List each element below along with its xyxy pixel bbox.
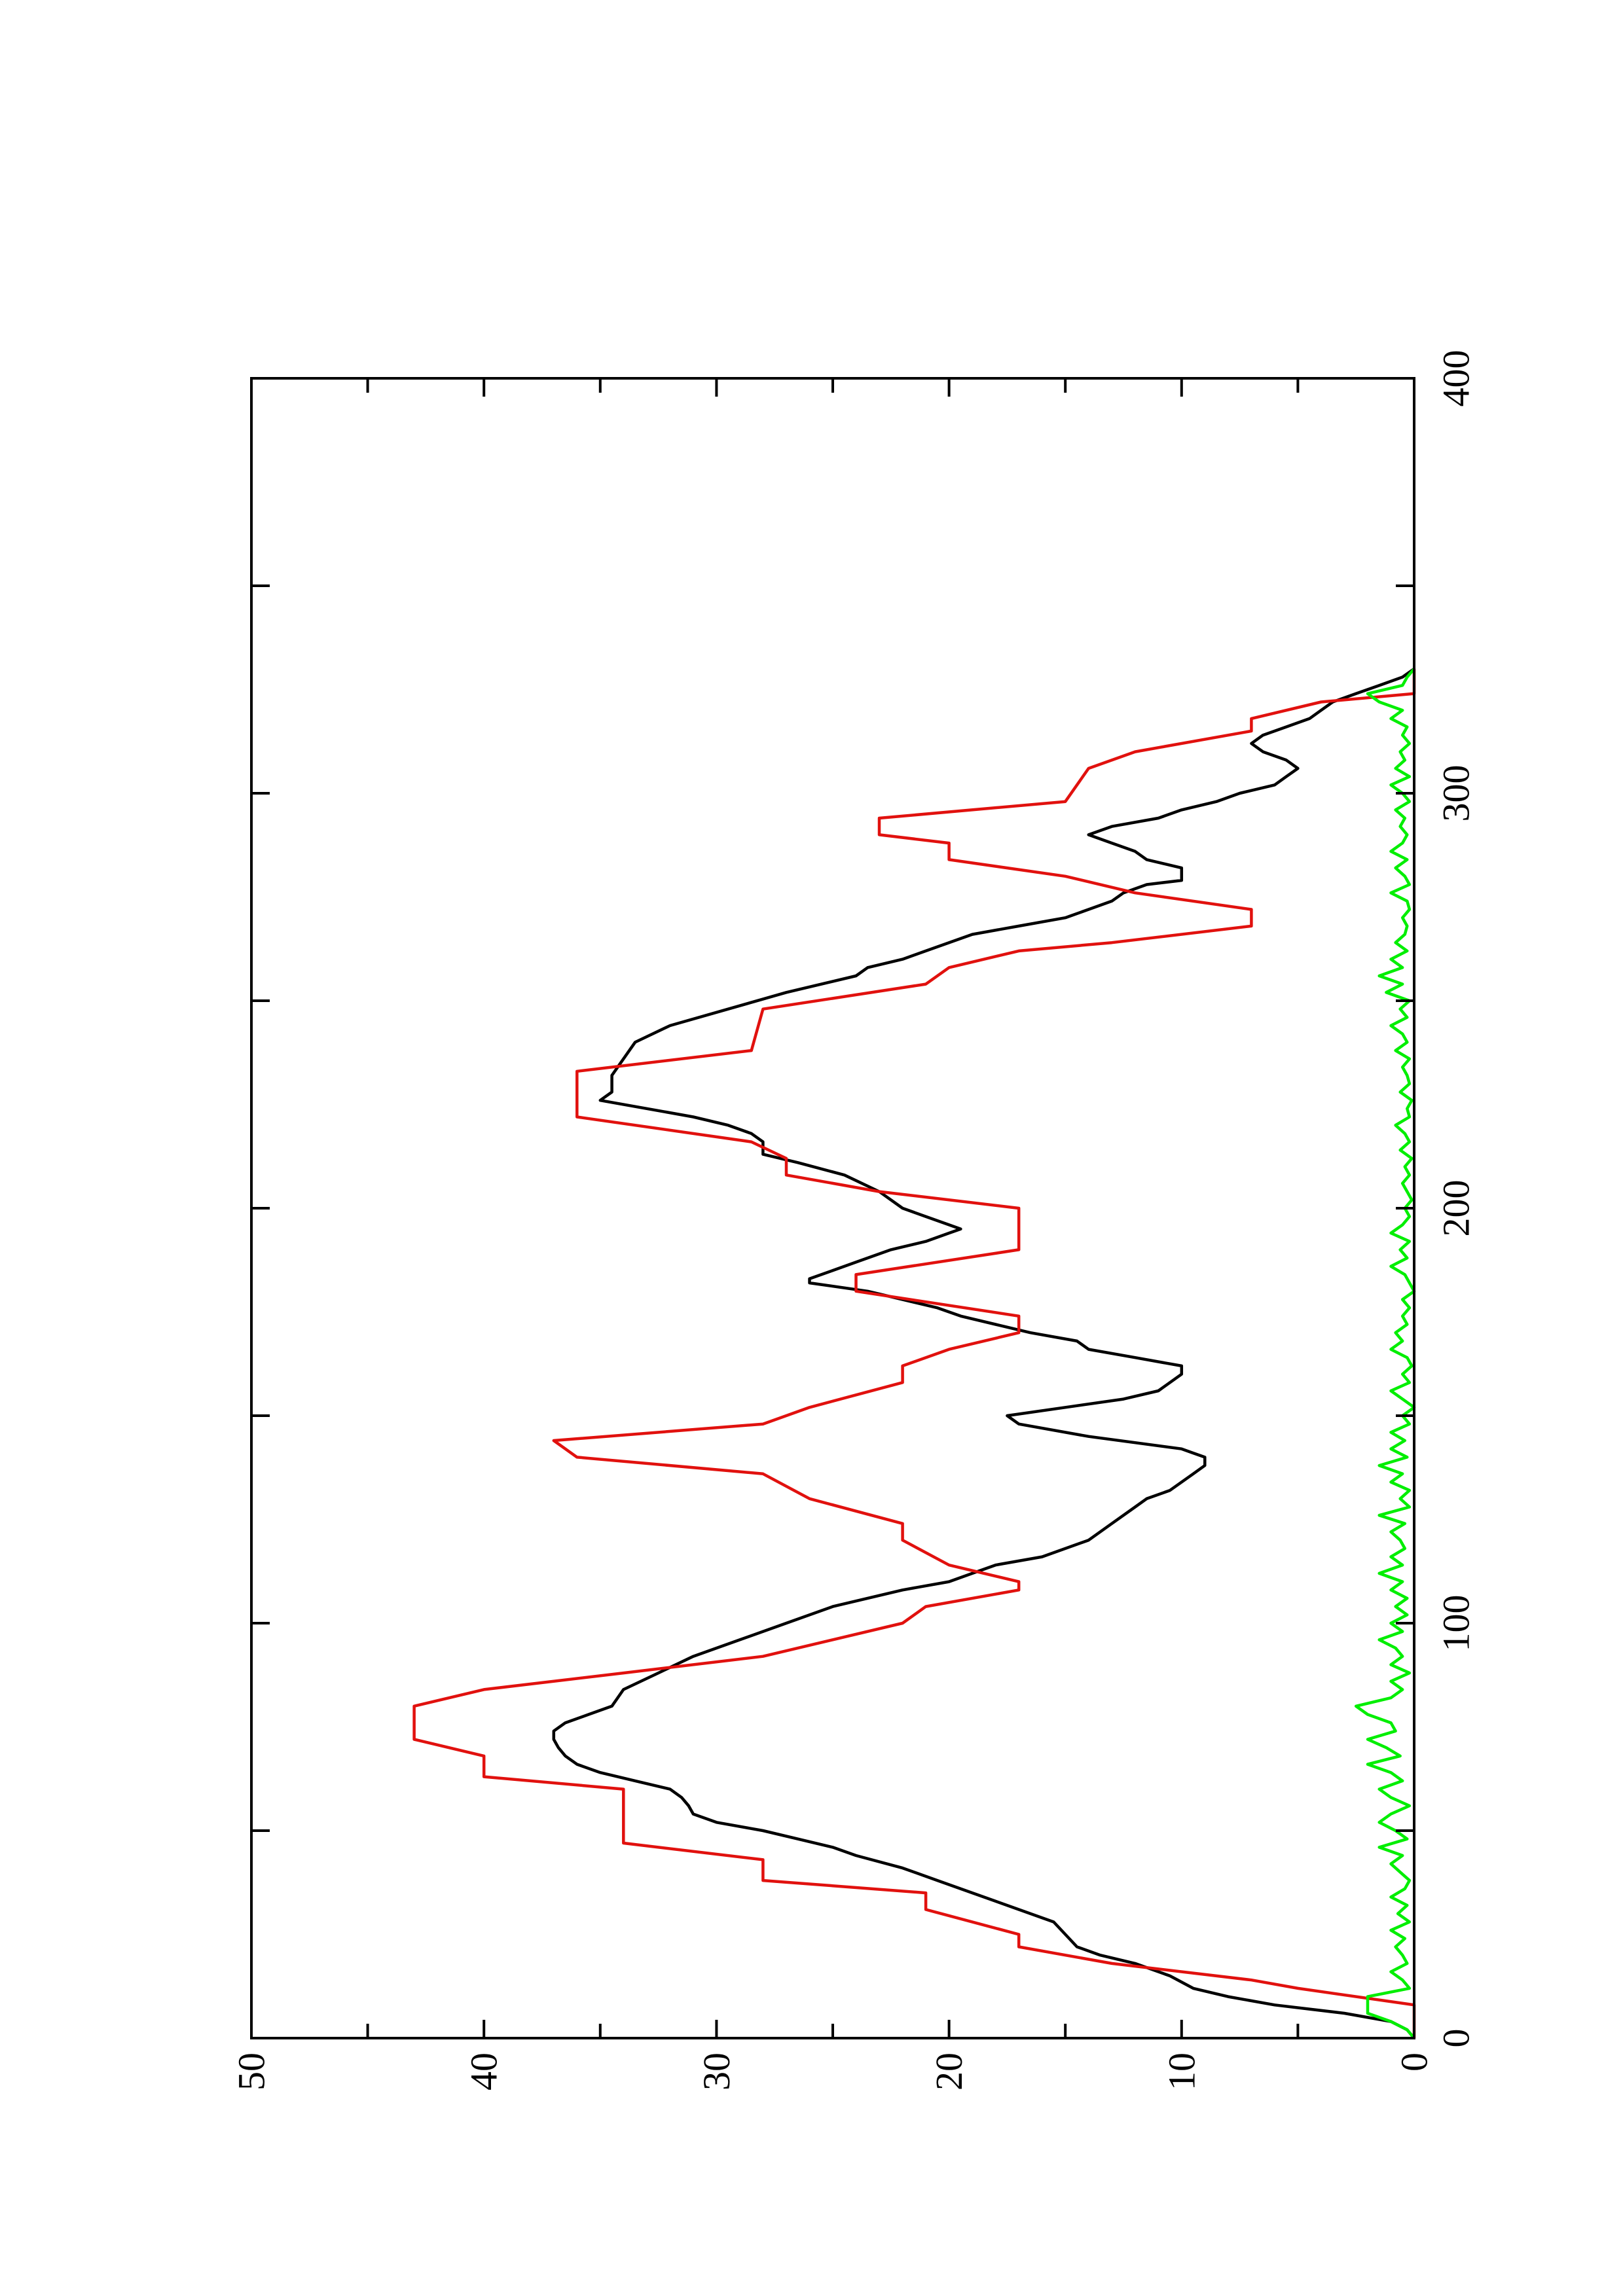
- tick-label-layer: 0 100 200 300 400 0 10 20 30 40 50: [230, 350, 1478, 2091]
- y-tick-label: 40: [463, 2053, 505, 2090]
- x-tick-label: 200: [1435, 1180, 1478, 1237]
- series-line-2: [412, 668, 1416, 2038]
- series-layer: [412, 667, 1416, 2039]
- x-tick-label: 300: [1435, 765, 1478, 822]
- y-tick-label: 30: [695, 2053, 738, 2090]
- x-tick-label: 400: [1435, 350, 1478, 407]
- tick-layer: [250, 377, 1415, 2039]
- x-tick-label: 0: [1435, 2029, 1478, 2048]
- y-tick-label: 0: [1393, 2053, 1436, 2072]
- y-tick-label: 20: [928, 2053, 970, 2090]
- y-tick-label: 10: [1160, 2053, 1203, 2090]
- series-line-1: [552, 667, 1415, 2039]
- series-line-3: [1354, 668, 1416, 2039]
- x-tick-label: 100: [1435, 1595, 1478, 1652]
- y-tick-label: 50: [230, 2053, 273, 2090]
